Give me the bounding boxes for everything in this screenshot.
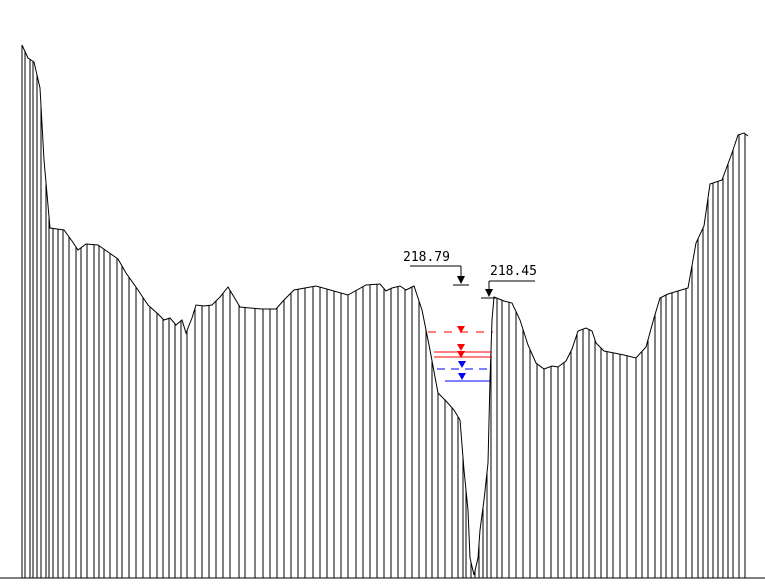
left-bank-callout: 218.79 — [403, 250, 469, 286]
normal-level-markers — [437, 361, 492, 382]
right-bank-elevation-label: 218.45 — [490, 264, 537, 279]
left-bank-elevation-label: 218.79 — [403, 250, 450, 265]
flood-level-lower-marker-icon — [457, 344, 465, 351]
survey-verticals — [21, 45, 746, 578]
flood-level-lower-marker-icon-2 — [457, 351, 465, 358]
right-bank-callout: 218.45 — [481, 264, 537, 299]
normal-level-upper-marker-icon — [458, 361, 466, 368]
normal-level-lower-marker-icon — [458, 373, 466, 380]
right-bank-marker-icon — [485, 289, 493, 297]
left-bank-marker-icon — [457, 276, 465, 284]
flood-level-markers — [428, 326, 493, 358]
ground-profile-line — [21, 44, 749, 576]
flood-level-upper-marker-icon — [457, 326, 465, 333]
